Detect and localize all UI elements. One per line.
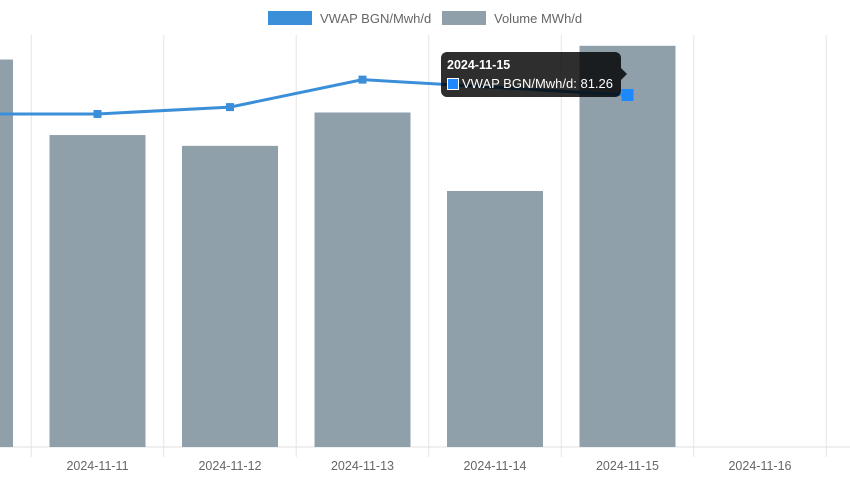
tooltip-swatch: [447, 78, 459, 90]
x-tick-label: 2024-11-13: [331, 459, 394, 473]
tooltip-label: VWAP BGN/Mwh/d: 81.26: [462, 76, 614, 91]
point-vwap: [93, 109, 102, 118]
x-tick-label: 2024-11-15: [596, 459, 659, 473]
legend-swatch-vwap: [268, 11, 312, 25]
chart-tooltip: 2024-11-15 VWAP BGN/Mwh/d: 81.26: [441, 52, 627, 97]
x-tick-label: 2024-11-16: [728, 459, 791, 473]
point-vwap: [621, 89, 634, 102]
bar-volume: [314, 112, 411, 447]
tooltip-row: VWAP BGN/Mwh/d: 81.26: [447, 76, 615, 92]
legend-label-vwap: VWAP BGN/Mwh/d: [320, 10, 432, 26]
x-tick-label: 2024-11-11: [66, 459, 128, 473]
tooltip-caret: [621, 68, 627, 80]
bar-volume: [0, 59, 13, 448]
bar-volume: [49, 135, 146, 448]
bar-volume: [579, 45, 676, 448]
legend-item-vwap[interactable]: VWAP BGN/Mwh/d: [268, 8, 431, 28]
bar-volume: [447, 190, 543, 447]
chart-legend: VWAP BGN/Mwh/d Volume MWh/d: [0, 8, 850, 28]
x-tick-label: 2024-11-12: [198, 459, 261, 473]
legend-item-volume[interactable]: Volume MWh/d: [442, 8, 582, 28]
tooltip-title: 2024-11-15: [447, 58, 511, 72]
point-vwap: [358, 75, 367, 84]
point-vwap: [226, 103, 234, 112]
legend-swatch-volume: [442, 11, 486, 25]
bar-volume: [182, 145, 278, 447]
x-tick-label: 2024-11-14: [463, 459, 526, 473]
legend-label-volume: Volume MWh/d: [494, 10, 583, 26]
